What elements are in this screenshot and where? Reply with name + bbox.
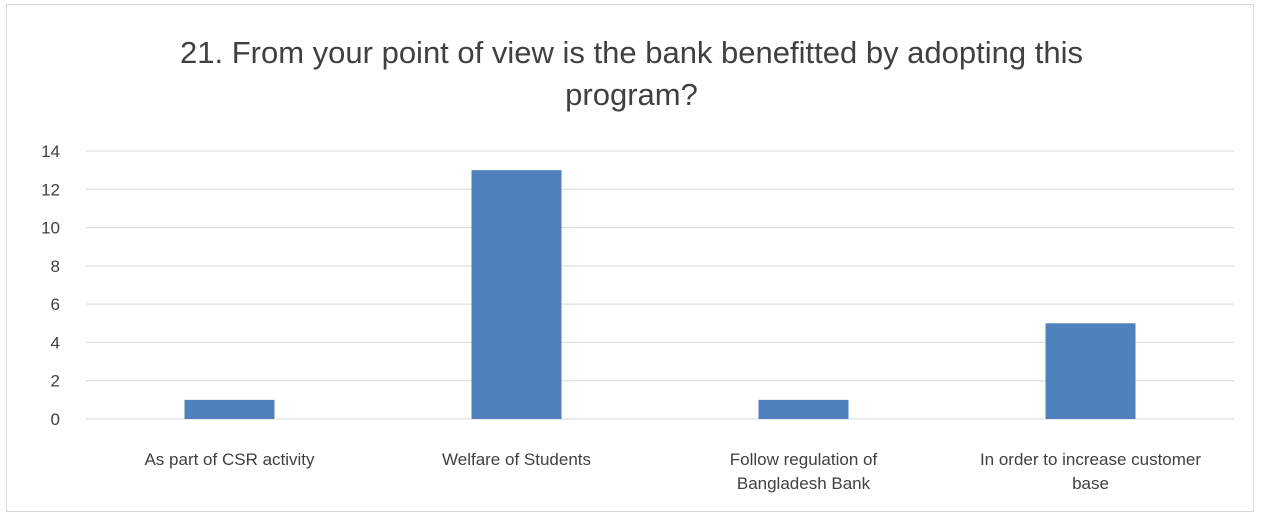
y-tick-label: 0	[51, 410, 60, 429]
chart-title: 21. From your point of view is the bank …	[0, 32, 1263, 116]
y-tick-label: 2	[51, 372, 60, 391]
bar	[471, 170, 562, 419]
x-tick-label: In order to increase customer base	[980, 450, 1201, 493]
y-tick-label: 6	[51, 295, 60, 314]
x-tick-label: As part of CSR activity	[144, 450, 315, 469]
bar	[1045, 323, 1136, 419]
y-tick-label: 10	[41, 219, 60, 238]
y-tick-label: 12	[41, 180, 60, 199]
bars	[184, 170, 1136, 419]
x-axis-ticks: As part of CSR activity Welfare of Studen…	[144, 450, 1201, 493]
y-tick-label: 8	[51, 257, 60, 276]
bar	[184, 399, 275, 419]
chart-frame	[6, 4, 1254, 512]
x-tick-label: Follow regulation of Bangladesh Bank	[730, 450, 878, 493]
bar	[758, 399, 849, 419]
y-tick-label: 4	[51, 333, 60, 352]
y-axis-ticks: 0 2 4 6 8 10 12 14	[41, 142, 60, 429]
x-tick-label: Welfare of Students	[442, 450, 591, 469]
gridlines	[86, 150, 1234, 420]
chart-title-text: 21. From your point of view is the bank …	[180, 35, 1083, 112]
y-tick-label: 14	[41, 142, 60, 161]
